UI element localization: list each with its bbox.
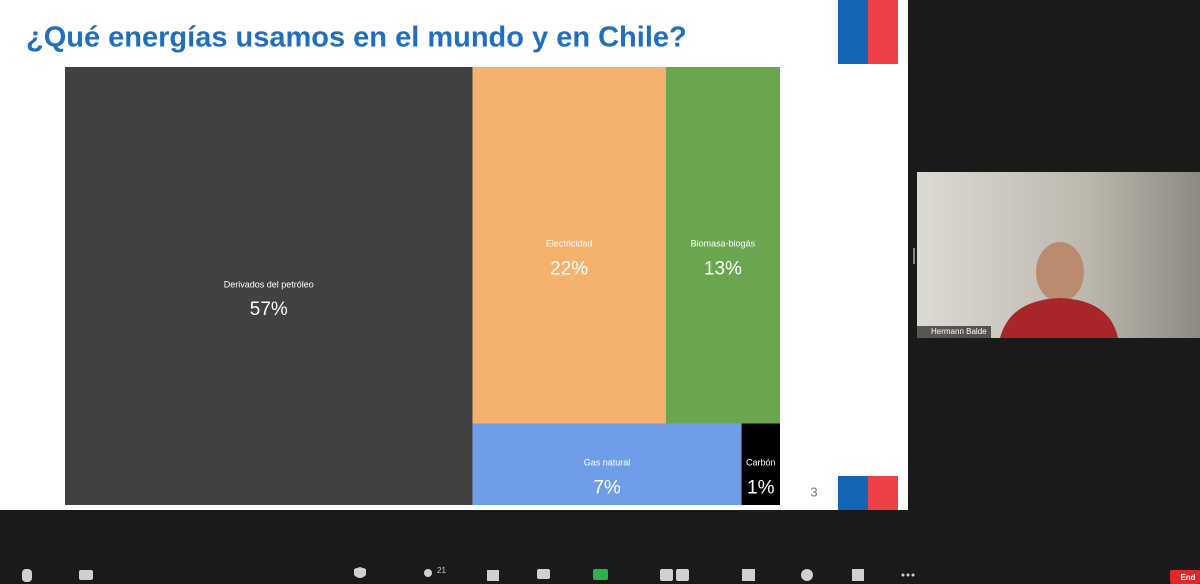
person-body (1000, 298, 1118, 338)
share-button[interactable] (593, 569, 608, 580)
mute-button[interactable] (22, 569, 32, 582)
end-button[interactable] (1170, 570, 1200, 584)
flag-red (868, 476, 898, 510)
more-button (911, 573, 915, 577)
treemap-cell (741, 423, 780, 505)
treemap-cell (65, 67, 473, 505)
flag-blue (838, 476, 868, 510)
reactions-button[interactable] (801, 569, 813, 581)
treemap-cell (665, 67, 780, 424)
participant-name: Hermann Balde (931, 327, 987, 336)
record-button[interactable] (660, 569, 673, 581)
cell-label: Derivados del petróleo (224, 279, 314, 289)
treemap-cell (472, 423, 742, 505)
name-badge (917, 326, 991, 338)
participants-count: 21 (437, 566, 446, 575)
cell-label: Gas natural (584, 458, 631, 468)
apps-button[interactable] (852, 569, 864, 581)
cell-value: 57% (250, 299, 288, 320)
participants-button[interactable] (424, 569, 432, 577)
page-number: 3 (810, 484, 817, 499)
breakout-button[interactable] (742, 569, 755, 581)
end-label: End (1180, 573, 1195, 582)
cell-value: 1% (747, 477, 775, 498)
polls-button[interactable] (487, 570, 499, 581)
security-button[interactable] (354, 567, 366, 578)
pause-button[interactable] (676, 569, 689, 581)
cell-value: 13% (704, 258, 742, 279)
cell-label: Biomasa-biogás (691, 239, 756, 249)
flag-blue (838, 0, 868, 64)
cell-value: 22% (550, 258, 588, 279)
slide-title: ¿Qué energías usamos en el mundo y en Ch… (26, 22, 687, 54)
video-button[interactable] (79, 570, 93, 580)
more-button (906, 573, 910, 577)
cell-label: Carbón (746, 458, 776, 468)
cell-label: Electricidad (546, 239, 593, 249)
resize-handle[interactable] (913, 248, 915, 264)
treemap: Derivados del petróleo 57% Electricidad 22%… (65, 67, 780, 505)
flag-red (868, 0, 898, 64)
chat-button[interactable] (537, 569, 550, 579)
treemap-cell (472, 67, 666, 424)
cell-value: 7% (593, 477, 621, 498)
more-button[interactable] (901, 573, 905, 577)
person-head (1036, 242, 1084, 302)
